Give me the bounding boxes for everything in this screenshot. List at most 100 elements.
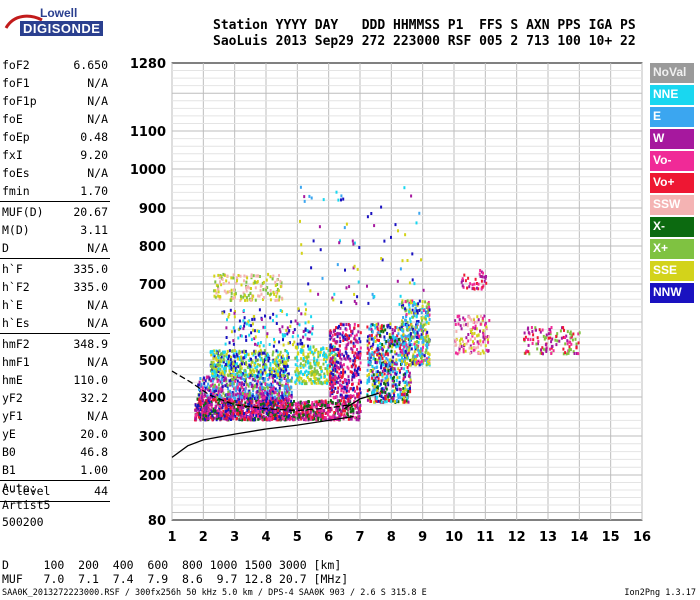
echo-point — [251, 411, 254, 414]
echo-point — [333, 338, 336, 342]
echo-point — [378, 356, 381, 360]
echo-point — [241, 412, 244, 416]
echo-point — [216, 394, 218, 398]
echo-point — [291, 376, 293, 380]
echo-point — [415, 355, 418, 359]
echo-point — [285, 412, 288, 416]
echo-point — [390, 397, 393, 401]
echo-point — [202, 417, 205, 421]
echo-point — [393, 329, 396, 333]
echo-point — [402, 304, 405, 308]
param-separator — [0, 258, 110, 259]
echo-point — [310, 196, 313, 200]
echo-point — [332, 381, 335, 385]
echo-point — [410, 311, 413, 315]
echo-point — [227, 360, 230, 364]
echo-point — [379, 342, 382, 346]
echo-point — [276, 389, 279, 393]
echo-point — [199, 383, 202, 387]
echo-point — [377, 331, 380, 335]
echo-point — [356, 267, 359, 271]
echo-point — [271, 411, 274, 415]
echo-point — [400, 366, 403, 370]
echo-point — [262, 280, 265, 284]
echo-point — [287, 358, 290, 362]
echo-point — [345, 328, 348, 332]
echo-point — [287, 417, 290, 421]
echo-point — [545, 347, 548, 351]
echo-point — [421, 362, 424, 366]
echo-point — [334, 357, 337, 361]
echo-point — [286, 326, 289, 330]
echo-point — [225, 355, 228, 359]
echo-point — [404, 307, 407, 311]
echo-point — [413, 311, 416, 315]
echo-point — [254, 335, 257, 339]
echo-point — [535, 328, 537, 332]
param-value: 46.8 — [80, 445, 108, 459]
echo-point — [366, 378, 369, 382]
echo-point — [242, 327, 245, 331]
echo-point — [236, 379, 239, 383]
echo-point — [409, 378, 412, 382]
echo-point — [376, 389, 379, 393]
echo-point — [426, 360, 429, 364]
echo-point — [487, 335, 490, 339]
echo-point — [206, 403, 209, 406]
echo-point — [334, 362, 337, 366]
echo-point — [212, 409, 215, 413]
echo-point — [232, 273, 235, 277]
echo-point — [283, 357, 286, 361]
echo-point — [286, 356, 289, 360]
echo-point — [218, 383, 220, 387]
echo-point — [417, 333, 420, 337]
echo-point — [393, 375, 396, 379]
echo-point — [262, 365, 265, 369]
echo-point — [203, 406, 206, 410]
param-value: 6.650 — [73, 58, 108, 72]
echo-point — [357, 351, 360, 355]
echo-point — [315, 405, 318, 409]
echo-point — [407, 333, 410, 337]
echo-point — [232, 376, 235, 379]
echo-point — [249, 364, 252, 368]
echo-point — [227, 413, 230, 417]
echo-point — [266, 373, 268, 377]
echo-point — [326, 381, 328, 385]
echo-point — [399, 294, 402, 298]
echo-point — [336, 335, 339, 339]
echo-point — [366, 325, 369, 329]
echo-point — [357, 382, 360, 386]
echo-point — [218, 360, 221, 364]
echo-point — [376, 375, 379, 379]
echo-point — [477, 345, 480, 349]
echo-point — [220, 275, 223, 278]
echo-point — [321, 382, 324, 386]
echo-point — [416, 340, 418, 344]
echo-point — [310, 365, 313, 369]
echo-point — [381, 387, 384, 391]
echo-point — [208, 388, 211, 392]
echo-point — [312, 239, 315, 243]
echo-point — [357, 353, 360, 357]
echo-point — [338, 241, 341, 245]
echo-point — [198, 415, 200, 419]
echo-point — [262, 396, 265, 400]
echo-point — [337, 375, 340, 379]
echo-point — [202, 413, 205, 417]
echo-point — [340, 194, 343, 198]
echo-point — [538, 328, 541, 332]
echo-point — [358, 396, 361, 400]
echo-point — [281, 360, 284, 364]
legend-item-nnw: NNW — [650, 283, 694, 303]
echo-point — [290, 379, 293, 383]
echo-point — [342, 402, 345, 406]
echo-point — [226, 274, 229, 278]
echo-point — [405, 343, 408, 347]
echo-point — [301, 410, 304, 414]
echo-point — [213, 394, 216, 398]
echo-point — [354, 351, 357, 355]
echo-point — [232, 369, 235, 373]
echo-point — [334, 382, 337, 386]
echo-point — [341, 365, 344, 369]
